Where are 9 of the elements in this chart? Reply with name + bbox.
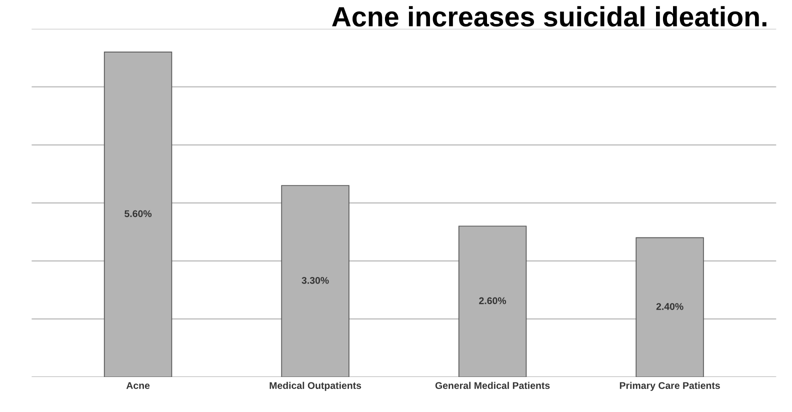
x-tick-label: Primary Care Patients bbox=[620, 382, 720, 391]
x-tick-label: Acne bbox=[126, 382, 150, 389]
data-label: 5.60% bbox=[124, 210, 152, 218]
data-label: 2.40% bbox=[656, 303, 684, 310]
chart-title: Acne increases suicidal ideation. bbox=[332, 6, 766, 27]
x-tick-label: Medical Outpatients bbox=[270, 382, 362, 391]
x-tick-label: General Medical Patients bbox=[435, 382, 550, 389]
data-label: 2.60% bbox=[479, 297, 506, 304]
data-label: 3.30% bbox=[302, 276, 329, 284]
